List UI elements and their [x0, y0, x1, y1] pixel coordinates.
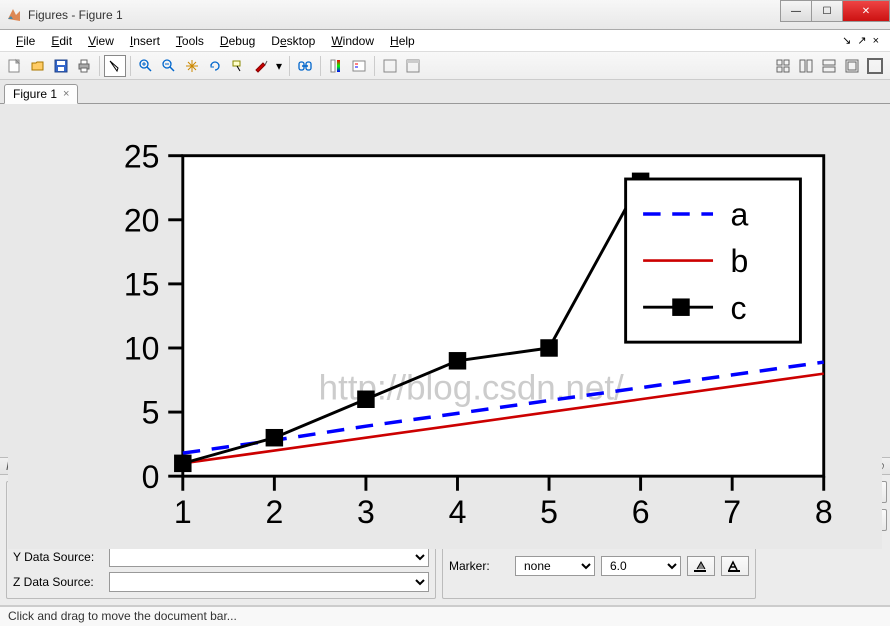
menu-view[interactable]: View [80, 32, 122, 50]
hide-tools-button[interactable] [379, 55, 401, 77]
svg-text:10: 10 [124, 331, 160, 367]
marker-style-select[interactable]: none [515, 556, 595, 576]
svg-text:6: 6 [632, 494, 650, 530]
axes[interactable]: 123456780510152025http://blog.csdn.net/a… [8, 112, 882, 549]
z-data-source-select[interactable] [109, 572, 429, 592]
show-tools-button[interactable] [402, 55, 424, 77]
svg-text:5: 5 [142, 395, 160, 431]
status-bar: Click and drag to move the document bar.… [0, 606, 890, 626]
tile-5-button[interactable] [864, 55, 886, 77]
toolbar: ▾ [0, 52, 890, 80]
tile-4-button[interactable] [841, 55, 863, 77]
y-data-source-select[interactable] [109, 547, 429, 567]
window-buttons: — ☐ ✕ [781, 0, 890, 29]
window-x-icon[interactable]: × [870, 35, 882, 47]
svg-text:1: 1 [174, 494, 192, 530]
tab-bar: Figure 1 × [0, 80, 890, 104]
matlab-logo-icon [6, 7, 22, 23]
rotate-button[interactable] [204, 55, 226, 77]
svg-text:3: 3 [357, 494, 375, 530]
menu-file[interactable]: File [8, 32, 43, 50]
svg-text:5: 5 [540, 494, 558, 530]
tab-close-icon[interactable]: × [63, 88, 69, 100]
svg-text:0: 0 [142, 459, 160, 495]
menu-window[interactable]: Window [323, 32, 382, 50]
edit-plot-button[interactable] [104, 55, 126, 77]
svg-text:2: 2 [265, 494, 283, 530]
menu-edit[interactable]: Edit [43, 32, 80, 50]
tile-3-button[interactable] [818, 55, 840, 77]
svg-text:7: 7 [723, 494, 741, 530]
menu-bar: File Edit View Insert Tools Debug Deskto… [0, 30, 890, 52]
undock-icon[interactable]: ↗ [854, 34, 869, 47]
figure-area: 123456780510152025http://blog.csdn.net/a… [0, 104, 890, 457]
svg-text:4: 4 [449, 494, 467, 530]
menu-insert[interactable]: Insert [122, 32, 168, 50]
maximize-button[interactable]: ☐ [811, 0, 843, 22]
z-data-source-label: Z Data Source: [13, 575, 103, 589]
title-bar: Figures - Figure 1 — ☐ ✕ [0, 0, 890, 30]
tab-figure-1[interactable]: Figure 1 × [4, 84, 78, 104]
zoom-in-button[interactable] [135, 55, 157, 77]
tile-2-button[interactable] [795, 55, 817, 77]
tile-1-button[interactable] [772, 55, 794, 77]
print-button[interactable] [73, 55, 95, 77]
marker-size-select[interactable]: 6.0 [601, 556, 681, 576]
y-data-source-label: Y Data Source: [13, 550, 103, 564]
open-button[interactable] [27, 55, 49, 77]
legend-button[interactable] [348, 55, 370, 77]
svg-text:c: c [731, 290, 747, 326]
menu-help[interactable]: Help [382, 32, 423, 50]
link-button[interactable] [294, 55, 316, 77]
close-button[interactable]: ✕ [842, 0, 890, 22]
status-text: Click and drag to move the document bar.… [8, 609, 237, 623]
svg-text:25: 25 [124, 138, 160, 174]
window-title: Figures - Figure 1 [28, 8, 781, 22]
menu-tools[interactable]: Tools [168, 32, 212, 50]
svg-text:b: b [731, 243, 749, 279]
svg-text:15: 15 [124, 267, 160, 303]
menu-desktop[interactable]: Desktop [263, 32, 323, 50]
save-button[interactable] [50, 55, 72, 77]
minimize-button[interactable]: — [780, 0, 812, 22]
brush-button[interactable] [250, 55, 272, 77]
svg-text:20: 20 [124, 202, 160, 238]
zoom-out-button[interactable] [158, 55, 180, 77]
dock-icon[interactable]: ↘ [839, 34, 854, 47]
data-cursor-button[interactable] [227, 55, 249, 77]
tab-label: Figure 1 [13, 87, 57, 101]
menu-debug[interactable]: Debug [212, 32, 263, 50]
marker-edge-color-button[interactable] [721, 556, 749, 576]
svg-text:8: 8 [815, 494, 833, 530]
marker-label: Marker: [449, 559, 509, 573]
svg-text:a: a [731, 197, 749, 233]
colorbar-button[interactable] [325, 55, 347, 77]
marker-face-color-button[interactable] [687, 556, 715, 576]
brush-dropdown[interactable]: ▾ [273, 55, 285, 77]
new-figure-button[interactable] [4, 55, 26, 77]
pan-button[interactable] [181, 55, 203, 77]
